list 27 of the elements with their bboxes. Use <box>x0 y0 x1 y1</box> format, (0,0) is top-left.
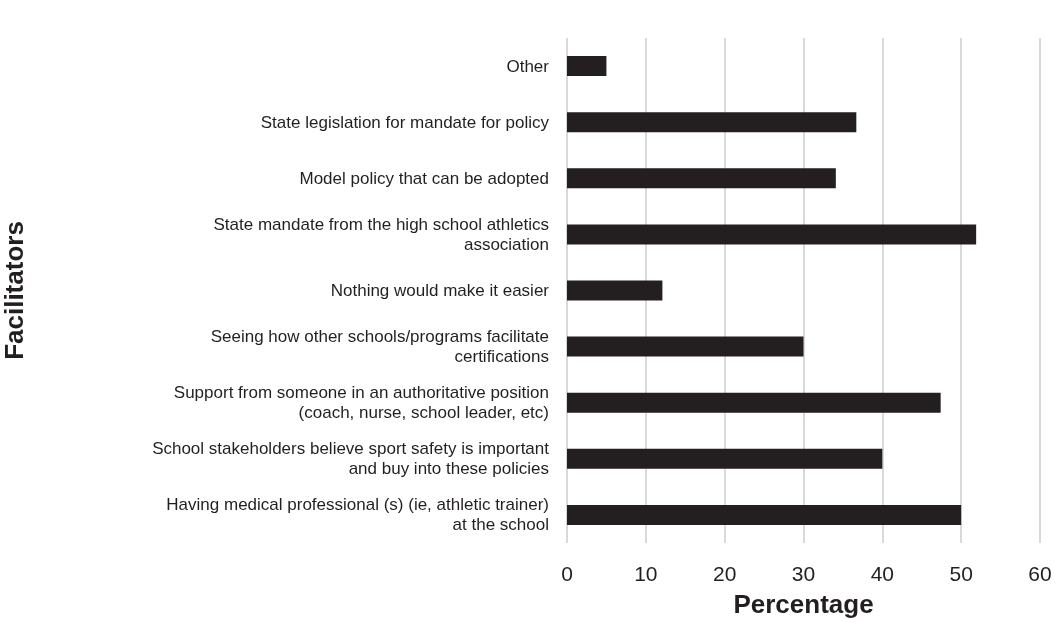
y-tick-label: State legislation for mandate for policy <box>260 112 550 132</box>
y-tick-label: Having medical professional (s) (ie, athletic trainer) at the school <box>166 495 549 535</box>
y-tick-label: School stakeholders believe sport safety is important and buy into these policies <box>152 439 550 479</box>
x-axis-title: Percentage <box>733 589 874 619</box>
x-tick-label: 60 <box>1028 562 1052 585</box>
bar <box>567 56 607 77</box>
bar <box>567 224 977 245</box>
y-tick-label: Nothing would make it easier <box>330 281 550 300</box>
y-tick-label: Other <box>506 56 550 76</box>
y-tick-label: State mandate from the high school athletics association <box>213 214 549 254</box>
y-tick-label: Support from someone in an authoritative position (coach, nurse, school leader, etc) <box>173 383 549 423</box>
y-tick-label: Model policy that can be adopted <box>299 168 549 188</box>
x-tick-label: 30 <box>791 562 816 585</box>
x-tick-label: 50 <box>949 562 973 585</box>
bar <box>567 448 883 469</box>
bar <box>567 504 962 525</box>
bar <box>567 392 941 413</box>
x-tick-label: 10 <box>634 562 658 585</box>
bar <box>567 112 857 133</box>
x-tick-label: 40 <box>870 562 895 585</box>
bar <box>567 168 836 189</box>
y-axis-title: Facilitators <box>0 221 29 360</box>
bar <box>567 336 804 357</box>
x-tick-label: 0 <box>561 562 573 585</box>
x-tick-label: 20 <box>712 562 737 585</box>
y-tick-label: Seeing how other schools/programs facilitate certifications <box>210 327 549 367</box>
bar <box>567 280 663 301</box>
